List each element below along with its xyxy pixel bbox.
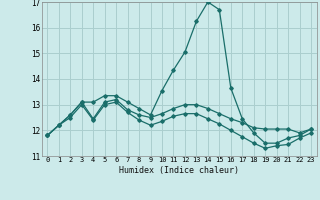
X-axis label: Humidex (Indice chaleur): Humidex (Indice chaleur) [119, 166, 239, 175]
